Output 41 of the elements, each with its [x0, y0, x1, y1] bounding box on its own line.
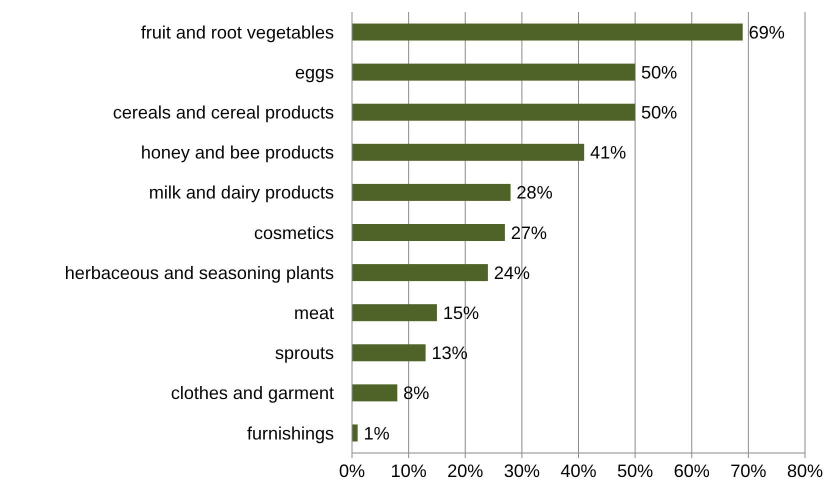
x-tick-label: 60%	[674, 461, 710, 481]
data-label: 13%	[432, 343, 468, 364]
bar	[352, 384, 398, 402]
data-label: 15%	[442, 302, 479, 323]
data-label: 50%	[641, 102, 678, 123]
y-tick-label: furnishings	[246, 423, 334, 444]
y-tick-label: eggs	[294, 62, 334, 82]
x-tick-label: 70%	[730, 461, 766, 481]
bar	[352, 224, 505, 241]
x-tick-label: 20%	[447, 461, 484, 481]
data-label: 69%	[748, 22, 785, 42]
x-tick-label: 80%	[786, 461, 824, 481]
data-label: 27%	[510, 222, 547, 243]
bar	[352, 184, 511, 201]
x-tick-label: 0%	[338, 461, 366, 481]
y-tick-label: cereals and cereal products	[112, 102, 334, 123]
x-tick-label: 40%	[560, 461, 597, 481]
bar	[352, 144, 584, 161]
x-tick-label: 30%	[504, 461, 540, 481]
y-tick-label: cosmetics	[254, 222, 334, 243]
bar	[352, 344, 426, 362]
bar	[352, 64, 636, 81]
y-tick-label: meat	[294, 302, 334, 323]
y-tick-label: sprouts	[274, 343, 334, 364]
data-label: 50%	[641, 62, 678, 82]
bar	[352, 264, 488, 282]
y-tick-label: fruit and root vegetables	[140, 22, 334, 42]
data-label: 41%	[590, 142, 626, 163]
data-label: 1%	[364, 423, 390, 444]
x-tick-label: 10%	[390, 461, 427, 481]
y-tick-label: milk and dairy products	[148, 182, 334, 203]
data-label: 28%	[516, 182, 553, 203]
y-tick-label: honey and bee products	[140, 142, 334, 163]
bar	[352, 304, 437, 322]
bar	[352, 24, 743, 41]
y-tick-label: clothes and garment	[170, 383, 334, 404]
y-tick-label: herbaceous and seasoning plants	[64, 262, 334, 283]
data-label: 24%	[494, 262, 530, 283]
bar	[352, 104, 636, 121]
x-tick-label: 50%	[617, 461, 654, 481]
data-label: 8%	[403, 383, 430, 404]
